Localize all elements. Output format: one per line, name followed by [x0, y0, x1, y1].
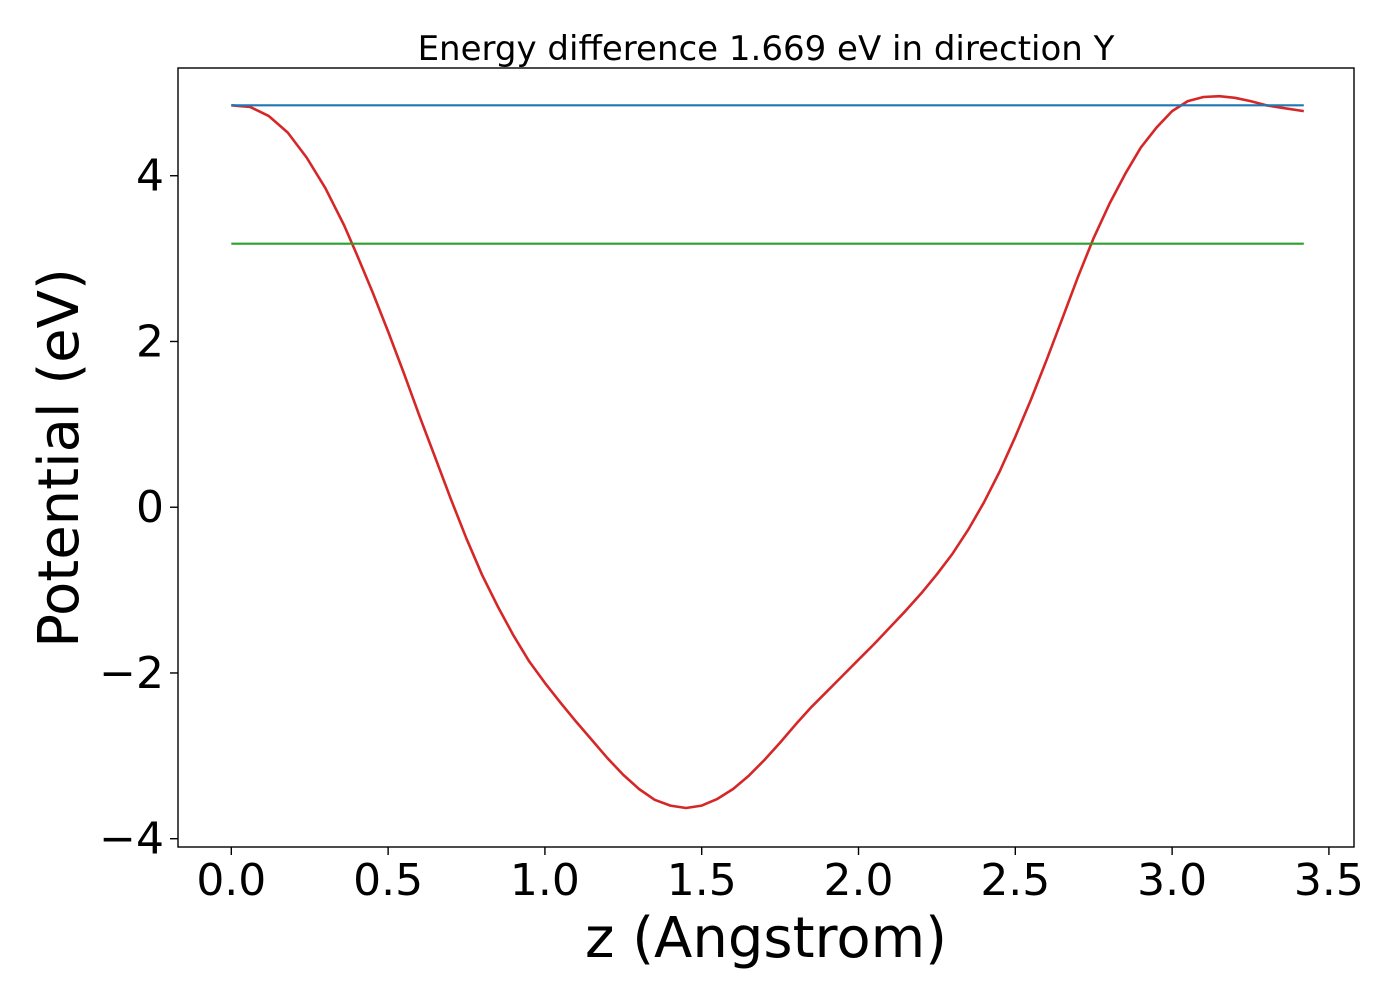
x-tick-label: 1.0	[510, 855, 580, 906]
x-tick-label: 0.5	[353, 855, 423, 906]
x-tick-label: 3.0	[1137, 855, 1207, 906]
y-tick-label: 2	[136, 316, 164, 367]
x-tick-label: 2.0	[824, 855, 894, 906]
plot-area	[177, 67, 1355, 848]
x-tick-label: 2.5	[980, 855, 1050, 906]
x-axis-ticks: 0.0 0.5 1.0 1.5 2.0 2.5 3.0 3.5	[196, 847, 1364, 906]
y-tick-label: 0	[136, 482, 164, 533]
x-axis-title: z (Angstrom)	[585, 906, 947, 971]
x-tick-label: 3.5	[1294, 855, 1364, 906]
x-tick-label: 1.5	[667, 855, 737, 906]
y-axis-ticks: −4 −2 0 2 4	[99, 151, 178, 865]
series-line-potential	[231, 94, 1304, 810]
y-tick-label: −4	[99, 814, 164, 865]
y-tick-label: −2	[99, 648, 164, 699]
chart-title: Energy difference 1.669 eV in direction …	[418, 29, 1115, 69]
y-axis-title: Potential (eV)	[27, 268, 92, 648]
y-tick-label: 4	[136, 151, 164, 202]
axes-frame	[177, 67, 1355, 848]
x-tick-label: 0.0	[196, 855, 266, 906]
